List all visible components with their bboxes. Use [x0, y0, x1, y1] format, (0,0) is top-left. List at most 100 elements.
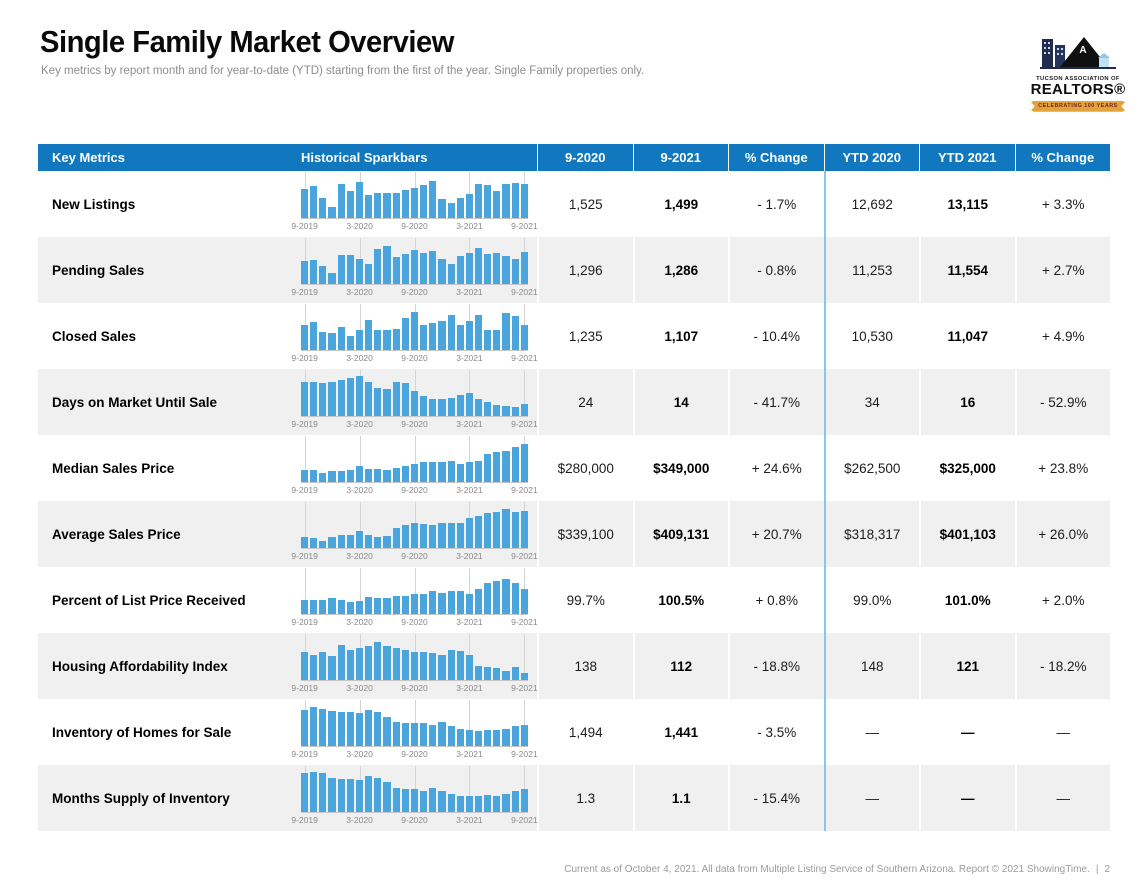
column-header-9-2021: 9-2021 — [632, 144, 729, 171]
metric-label: Pending Sales — [52, 262, 145, 278]
value-ytd-2021: 101.0% — [919, 567, 1015, 633]
table-row-months-supply: Months Supply of Inventory 9-2019 3-2020 9… — [38, 765, 1110, 831]
table-row-closed-sales: Closed Sales 9-2019 3-2020 9-2020 3-2021 9-2… — [38, 303, 1110, 369]
value-pct-change-month: + 0.8% — [728, 567, 824, 633]
table-row-days-on-market: Days on Market Until Sale 9-2019 3-2020 9-… — [38, 369, 1110, 435]
value-pct-change-month: + 24.6% — [728, 435, 824, 501]
page-title: Single Family Market Overview — [40, 24, 454, 59]
value-9-2021: 112 — [632, 633, 729, 699]
value-pct-change-month: - 0.8% — [728, 237, 824, 303]
value-pct-change-month: - 41.7% — [728, 369, 824, 435]
value-pct-change-ytd: — — [1014, 699, 1111, 765]
table-row-new-listings: New Listings 9-2019 3-2020 9-2020 3-2021 9-2… — [38, 171, 1110, 237]
value-9-2021: 1,286 — [632, 237, 729, 303]
table-row-housing-affordability: Housing Affordability Index 9-2019 3-2020… — [38, 633, 1110, 699]
value-pct-change-ytd: + 3.3% — [1014, 171, 1111, 237]
value-9-2021: 100.5% — [632, 567, 729, 633]
sparkbar-chart: 9-2019 3-2020 9-2020 3-2021 9-2021 — [291, 699, 538, 765]
column-header-ytd-2020: YTD 2020 — [823, 144, 920, 171]
report-header: Single Family Market Overview Key metric… — [0, 24, 1148, 112]
metric-label: Percent of List Price Received — [52, 592, 246, 608]
svg-text:A: A — [1079, 45, 1086, 56]
sparkbar-chart: 9-2019 3-2020 9-2020 3-2021 9-2021 — [291, 237, 538, 303]
value-9-2021: $409,131 — [632, 501, 729, 567]
value-pct-change-ytd: + 2.0% — [1014, 567, 1111, 633]
sparkbar-chart: 9-2019 3-2020 9-2020 3-2021 9-2021 — [291, 369, 538, 435]
metric-label: Median Sales Price — [52, 460, 175, 476]
market-overview-table: Key Metrics Historical Sparkbars 9-2020 … — [38, 144, 1110, 831]
value-ytd-2021: 11,047 — [919, 303, 1015, 369]
value-pct-change-ytd: - 52.9% — [1014, 369, 1111, 435]
metric-label: Inventory of Homes for Sale — [52, 724, 232, 740]
footer-separator: | — [1095, 864, 1099, 875]
value-9-2020: 1,494 — [537, 699, 633, 765]
value-pct-change-month: - 3.5% — [728, 699, 824, 765]
value-ytd-2021: — — [919, 765, 1015, 831]
value-ytd-2020: 11,253 — [823, 237, 920, 303]
value-ytd-2020: 10,530 — [823, 303, 920, 369]
metric-label: Average Sales Price — [52, 526, 181, 542]
value-pct-change-month: - 1.7% — [728, 171, 824, 237]
value-ytd-2021: $325,000 — [919, 435, 1015, 501]
value-pct-change-month: + 20.7% — [728, 501, 824, 567]
value-pct-change-ytd: - 18.2% — [1014, 633, 1111, 699]
column-header-pct-change-month: % Change — [728, 144, 824, 171]
value-9-2021: $349,000 — [632, 435, 729, 501]
table-header-row: Key Metrics Historical Sparkbars 9-2020 … — [38, 144, 1110, 171]
sparkbar-chart: 9-2019 3-2020 9-2020 3-2021 9-2021 — [291, 435, 538, 501]
column-header-key-metrics: Key Metrics — [52, 150, 125, 165]
sparkbar-chart: 9-2019 3-2020 9-2020 3-2021 9-2021 — [291, 765, 538, 831]
value-9-2020: $339,100 — [537, 501, 633, 567]
value-9-2020: 1,296 — [537, 237, 633, 303]
value-pct-change-ytd: + 26.0% — [1014, 501, 1111, 567]
value-pct-change-month: - 10.4% — [728, 303, 824, 369]
value-pct-change-ytd: — — [1014, 765, 1111, 831]
metric-label: Closed Sales — [52, 328, 137, 344]
value-9-2021: 1,107 — [632, 303, 729, 369]
table-row-average-sales-price: Average Sales Price 9-2019 3-2020 9-2020 3-… — [38, 501, 1110, 567]
value-9-2020: 138 — [537, 633, 633, 699]
value-9-2021: 1.1 — [632, 765, 729, 831]
value-9-2020: 1.3 — [537, 765, 633, 831]
report-footer: Current as of October 4, 2021. All data … — [564, 864, 1110, 875]
value-9-2020: 1,525 — [537, 171, 633, 237]
value-ytd-2021: 16 — [919, 369, 1015, 435]
column-header-sparkbars: Historical Sparkbars — [301, 150, 428, 165]
value-ytd-2020: — — [823, 699, 920, 765]
value-9-2021: 1,441 — [632, 699, 729, 765]
value-ytd-2021: 11,554 — [919, 237, 1015, 303]
tucson-association-logo: A TUCSON ASSOCIATION OF REALTORS® CELEBR… — [1028, 32, 1128, 112]
value-pct-change-ytd: + 4.9% — [1014, 303, 1111, 369]
sparkbar-chart: 9-2019 3-2020 9-2020 3-2021 9-2021 — [291, 567, 538, 633]
page-subtitle: Key metrics by report month and for year… — [41, 65, 645, 77]
sparkbar-chart: 9-2019 3-2020 9-2020 3-2021 9-2021 — [291, 303, 538, 369]
table-row-percent-list-price: Percent of List Price Received 9-2019 3-2… — [38, 567, 1110, 633]
sparkbar-chart: 9-2019 3-2020 9-2020 3-2021 9-2021 — [291, 501, 538, 567]
value-ytd-2020: 148 — [823, 633, 920, 699]
value-ytd-2021: 121 — [919, 633, 1015, 699]
column-header-pct-change-ytd: % Change — [1014, 144, 1111, 171]
sparkbar-chart: 9-2019 3-2020 9-2020 3-2021 9-2021 — [291, 633, 538, 699]
value-9-2021: 14 — [632, 369, 729, 435]
metric-label: Months Supply of Inventory — [52, 790, 230, 806]
page-number: 2 — [1104, 864, 1110, 875]
value-ytd-2020: — — [823, 765, 920, 831]
logo-org-name-large: REALTORS® — [1030, 81, 1126, 98]
skyline-mountain-icon: A — [1040, 37, 1116, 69]
value-9-2020: $280,000 — [537, 435, 633, 501]
value-pct-change-month: - 18.8% — [728, 633, 824, 699]
value-ytd-2021: 13,115 — [919, 171, 1015, 237]
value-9-2021: 1,499 — [632, 171, 729, 237]
value-ytd-2021: — — [919, 699, 1015, 765]
value-ytd-2020: $262,500 — [823, 435, 920, 501]
value-pct-change-ytd: + 2.7% — [1014, 237, 1111, 303]
value-9-2020: 1,235 — [537, 303, 633, 369]
value-ytd-2020: $318,317 — [823, 501, 920, 567]
table-row-median-sales-price: Median Sales Price 9-2019 3-2020 9-2020 3-2… — [38, 435, 1110, 501]
value-9-2020: 99.7% — [537, 567, 633, 633]
metric-label: New Listings — [52, 196, 136, 212]
value-9-2020: 24 — [537, 369, 633, 435]
column-header-9-2020: 9-2020 — [537, 144, 633, 171]
table-row-inventory-homes: Inventory of Homes for Sale 9-2019 3-2020… — [38, 699, 1110, 765]
metric-label: Housing Affordability Index — [52, 658, 228, 674]
